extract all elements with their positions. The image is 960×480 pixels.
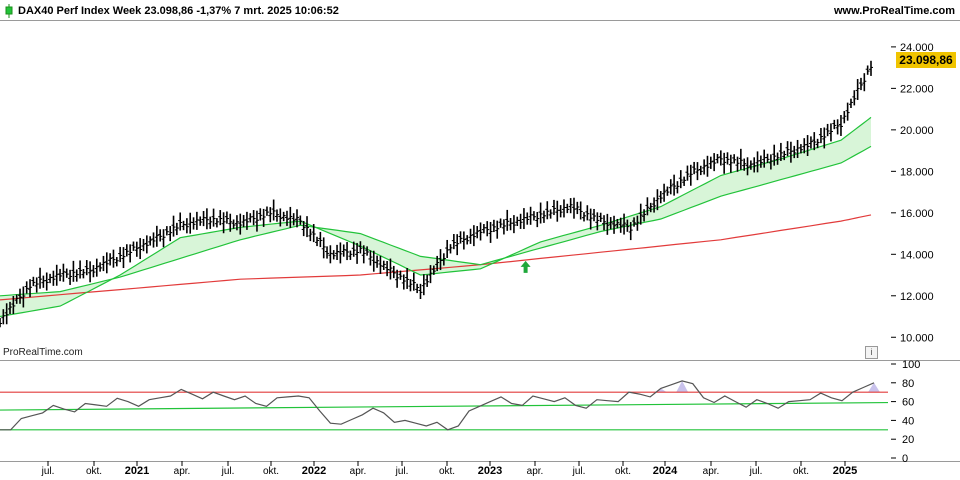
time-tick-label: 2023 — [478, 465, 502, 477]
candle-icon — [5, 4, 13, 18]
indicator-tick-label: 20 — [902, 434, 914, 446]
time-tick-label: okt. — [793, 466, 809, 477]
time-tick-label: 2025 — [833, 465, 857, 477]
price-tick-label: 12.000 — [900, 291, 934, 303]
ma-medium-line — [0, 145, 872, 297]
panel-divider — [0, 360, 960, 361]
indicator-line — [0, 380, 875, 431]
ma-short-line — [0, 116, 872, 318]
price-tick-label: 22.000 — [900, 83, 934, 95]
indicator-overbought-fill — [654, 380, 880, 393]
time-tick-label: jul. — [221, 466, 235, 477]
indicator-tick-label: 80 — [902, 378, 914, 390]
time-tick-label: okt. — [86, 466, 102, 477]
indicator-tick-label: 60 — [902, 397, 914, 409]
time-tick-label: 2024 — [653, 465, 678, 477]
time-tick-label: jul. — [749, 466, 763, 477]
time-tick-label: apr. — [703, 466, 720, 477]
axis-divider — [0, 461, 960, 462]
price-tick-label: 20.000 — [900, 125, 934, 137]
time-tick-label: apr. — [174, 466, 191, 477]
time-tick-label: okt. — [615, 466, 631, 477]
info-icon[interactable]: i — [865, 346, 878, 359]
time-tick-label: okt. — [263, 466, 279, 477]
indicator-tick-label: 0 — [902, 453, 908, 465]
price-tick-label: 24.000 — [900, 42, 934, 54]
time-tick-label: jul. — [395, 466, 409, 477]
time-tick-label: jul. — [41, 466, 55, 477]
last-price-badge: 23.098,86 — [896, 52, 956, 68]
time-tick-label: apr. — [527, 466, 544, 477]
price-tick-label: 18.000 — [900, 166, 934, 178]
price-tick-label: 16.000 — [900, 208, 934, 220]
time-tick-label: jul. — [572, 466, 586, 477]
price-tick-label: 10.000 — [900, 332, 934, 344]
indicator-tick-label: 100 — [902, 359, 920, 371]
ma-band-fill — [0, 117, 871, 317]
chart-title: DAX40 Perf Index Week 23.098,86 -1,37% 7… — [4, 2, 339, 20]
indicator-tick-label: 40 — [902, 415, 914, 427]
time-tick-label: 2022 — [302, 465, 326, 477]
header-divider — [0, 20, 960, 21]
title-text: DAX40 Perf Index Week 23.098,86 -1,37% 7… — [18, 5, 339, 17]
time-tick-label: apr. — [350, 466, 367, 477]
signal-arrow-icon — [520, 260, 531, 273]
site-link[interactable]: www.ProRealTime.com — [833, 5, 955, 17]
watermark: ProRealTime.com — [3, 347, 83, 358]
time-tick-label: 2021 — [125, 465, 149, 477]
price-tick-label: 14.000 — [900, 249, 934, 261]
time-tick-label: okt. — [439, 466, 455, 477]
